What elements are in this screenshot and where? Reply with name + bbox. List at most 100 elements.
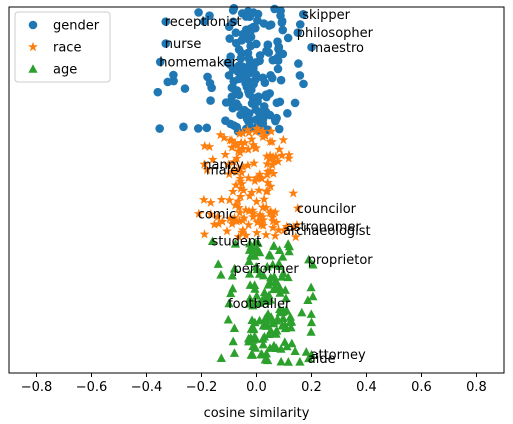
race-point xyxy=(248,139,259,150)
age-point xyxy=(252,290,262,300)
age-labeled-point xyxy=(304,353,314,363)
race-point xyxy=(243,127,254,137)
race-point xyxy=(261,151,272,161)
x-axis-ticks: −0.8 −0.6 −0.4 −0.2 0.0 0.2 0.4 0.6 0.8 xyxy=(21,373,487,395)
age-point xyxy=(295,356,305,366)
age-point xyxy=(248,350,258,359)
race-point xyxy=(243,219,254,230)
gender-point xyxy=(242,64,252,73)
gender-point xyxy=(206,96,215,105)
race-point xyxy=(269,156,280,166)
gender-point xyxy=(234,90,244,100)
race-point xyxy=(236,144,247,154)
legend-gender-label: gender xyxy=(53,19,100,34)
race-point xyxy=(283,153,294,163)
age-point xyxy=(216,353,226,363)
race-point xyxy=(254,185,264,195)
point-label: archaeologist xyxy=(283,224,371,239)
race-point xyxy=(212,211,223,222)
x-tick-label: −0.6 xyxy=(76,380,108,395)
age-point xyxy=(278,252,288,261)
race-point xyxy=(250,126,261,137)
point-label: philosopher xyxy=(297,26,374,41)
x-axis-label: cosine similarity xyxy=(204,406,310,421)
age-point xyxy=(278,306,288,316)
point-label: aide xyxy=(308,352,336,367)
race-point xyxy=(215,129,226,140)
age-point xyxy=(281,293,291,303)
gender-point xyxy=(272,98,282,108)
race-point xyxy=(234,215,245,225)
gender-point xyxy=(193,124,203,133)
race-point xyxy=(198,194,209,204)
race-point xyxy=(227,218,238,229)
race-point xyxy=(266,126,277,136)
gender-labeled-point xyxy=(155,57,165,67)
race-point xyxy=(236,167,247,177)
point-label: astronomer xyxy=(286,220,362,235)
gender-point xyxy=(225,34,235,43)
age-point xyxy=(284,246,294,256)
age-point xyxy=(244,269,255,278)
race-labeled-point xyxy=(279,225,289,235)
x-tick-label: −0.8 xyxy=(21,380,53,395)
gender-point xyxy=(283,33,293,43)
race-point xyxy=(267,160,278,170)
race-point xyxy=(258,220,269,230)
race-point xyxy=(288,188,299,198)
age-point xyxy=(250,237,260,247)
race-point xyxy=(234,128,245,138)
race-point xyxy=(230,138,241,148)
age-point xyxy=(283,357,293,366)
x-tick-label: 0.6 xyxy=(411,380,432,395)
age-point xyxy=(303,295,313,304)
age-labeled-point xyxy=(229,263,240,273)
age-point xyxy=(278,268,288,277)
gender-point xyxy=(253,9,263,19)
gender-point xyxy=(180,84,190,93)
race-point xyxy=(238,185,249,195)
age-point xyxy=(258,334,268,343)
point-label: footballer xyxy=(228,297,291,312)
point-label: receptionist xyxy=(165,15,242,30)
gender-point xyxy=(236,110,245,120)
age-point xyxy=(249,323,259,333)
race-point xyxy=(224,195,235,205)
age-point xyxy=(264,329,274,338)
gender-point xyxy=(231,28,241,38)
age-point xyxy=(297,307,307,317)
age-point xyxy=(265,250,276,260)
race-point xyxy=(248,211,259,222)
gender-point xyxy=(270,115,280,125)
race-point xyxy=(261,202,272,212)
age-point xyxy=(276,344,286,353)
legend-age-marker xyxy=(28,64,38,73)
age-point xyxy=(286,322,296,332)
x-tick-label: −0.4 xyxy=(131,380,163,395)
race-point xyxy=(271,217,282,227)
age-point xyxy=(284,241,295,251)
race-point xyxy=(292,219,302,230)
race-point xyxy=(233,196,244,206)
age-point xyxy=(280,285,290,294)
race-point xyxy=(255,209,266,219)
race-point xyxy=(235,173,246,183)
race-point xyxy=(228,186,238,196)
age-series-points xyxy=(207,236,318,366)
point-label: councilor xyxy=(297,202,357,217)
age-point xyxy=(271,329,281,338)
x-tick-label: 0.8 xyxy=(466,380,487,395)
gender-point xyxy=(243,48,253,58)
race-point xyxy=(243,144,254,154)
race-point xyxy=(268,222,278,232)
gender-point xyxy=(274,124,284,134)
gender-point xyxy=(277,18,287,27)
race-point xyxy=(261,229,271,240)
gender-point xyxy=(205,78,215,88)
race-point xyxy=(213,218,224,229)
age-point xyxy=(285,312,295,321)
gender-point xyxy=(273,64,283,74)
race-labeled-point xyxy=(202,164,212,175)
race-point xyxy=(236,137,247,147)
